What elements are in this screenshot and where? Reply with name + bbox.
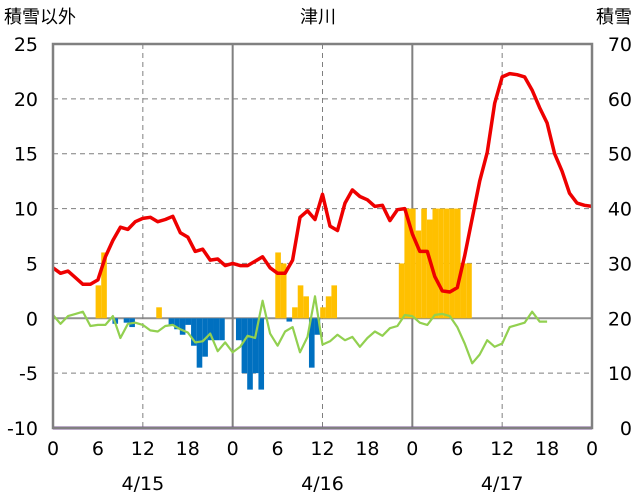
positive-bar — [280, 263, 287, 319]
date-label: 4/15 — [121, 473, 164, 495]
x-tick-label: 0 — [586, 438, 598, 460]
negative-bar — [286, 318, 293, 322]
date-label: 4/17 — [481, 473, 524, 495]
x-tick-label: 0 — [227, 438, 239, 460]
x-tick-label: 6 — [272, 438, 284, 460]
plot-frame — [51, 42, 594, 430]
date-label: 4/16 — [301, 473, 344, 495]
positive-bar — [421, 208, 427, 319]
snow-depth-line — [51, 71, 593, 294]
x-tick-label: 6 — [92, 438, 104, 460]
positive-bar — [292, 307, 298, 319]
negative-bar — [168, 318, 175, 325]
positive-bar — [404, 208, 411, 319]
positive-bar — [426, 219, 433, 319]
positive-bar — [410, 208, 416, 319]
temperature-line — [52, 295, 548, 365]
negative-bar — [308, 318, 315, 368]
left-tick-label: 25 — [14, 34, 38, 56]
positive-bar — [101, 252, 107, 319]
positive-bar — [438, 208, 444, 319]
positive-bar — [398, 263, 405, 319]
positive-bar — [443, 208, 450, 319]
negative-bar — [252, 318, 259, 374]
right-tick-label: 30 — [608, 253, 632, 275]
left-tick-label: 20 — [14, 89, 38, 111]
positive-bar — [454, 208, 461, 319]
negative-bar — [247, 318, 253, 390]
right-tick-label: 60 — [608, 89, 632, 111]
left-tick-label: -10 — [7, 418, 38, 440]
right-tick-label: 40 — [608, 199, 632, 221]
x-tick-label: 12 — [131, 438, 155, 460]
negative-bar — [179, 318, 186, 335]
right-tick-label: 0 — [620, 418, 632, 440]
positive-bar — [95, 285, 102, 319]
x-tick-label: 0 — [406, 438, 418, 460]
negative-bar — [219, 318, 225, 341]
left-axis-title: 積雪以外 — [4, 7, 76, 28]
left-tick-label: 5 — [26, 253, 38, 275]
grid — [53, 44, 592, 428]
chart-title: 津川 — [300, 7, 336, 28]
right-tick-label: 50 — [608, 144, 632, 166]
x-tick-label: 12 — [490, 438, 514, 460]
left-tick-label: 15 — [14, 144, 38, 166]
negative-bar — [191, 318, 197, 346]
negative-bar — [174, 318, 180, 330]
x-tick-label: 18 — [355, 438, 379, 460]
negative-bar — [314, 318, 321, 335]
right-axis-title: 積雪 — [596, 7, 632, 28]
positive-bar — [156, 307, 162, 319]
negative-bar — [196, 318, 203, 368]
x-tick-label: 12 — [310, 438, 334, 460]
x-tick-label: 0 — [47, 438, 59, 460]
negative-bar — [123, 318, 130, 323]
positive-bar — [449, 208, 455, 319]
positive-bar — [415, 230, 422, 319]
x-tick-label: 18 — [535, 438, 559, 460]
positive-bar — [466, 263, 472, 319]
positive-bar — [320, 307, 326, 319]
positive-bar — [432, 208, 439, 319]
bars — [95, 208, 472, 390]
positive-bar — [331, 285, 338, 319]
left-tick-label: 0 — [26, 308, 38, 330]
positive-bar — [297, 285, 304, 319]
negative-bar — [207, 318, 214, 341]
negative-bar — [258, 318, 265, 390]
plot-border — [51, 42, 594, 430]
negative-bar — [213, 318, 220, 341]
negative-bar — [185, 318, 192, 325]
left-tick-label: -5 — [19, 363, 38, 385]
left-tick-label: 10 — [14, 199, 38, 221]
positive-bar — [303, 296, 309, 319]
lines — [51, 71, 593, 365]
right-tick-label: 20 — [608, 308, 632, 330]
x-tick-label: 18 — [176, 438, 200, 460]
x-tick-label: 6 — [451, 438, 463, 460]
positive-bar — [460, 263, 467, 319]
positive-bar — [275, 252, 281, 319]
negative-bar — [235, 318, 242, 341]
right-tick-label: 10 — [608, 363, 632, 385]
positive-bar — [325, 296, 332, 319]
right-tick-label: 70 — [608, 34, 632, 56]
negative-bar — [241, 318, 248, 374]
